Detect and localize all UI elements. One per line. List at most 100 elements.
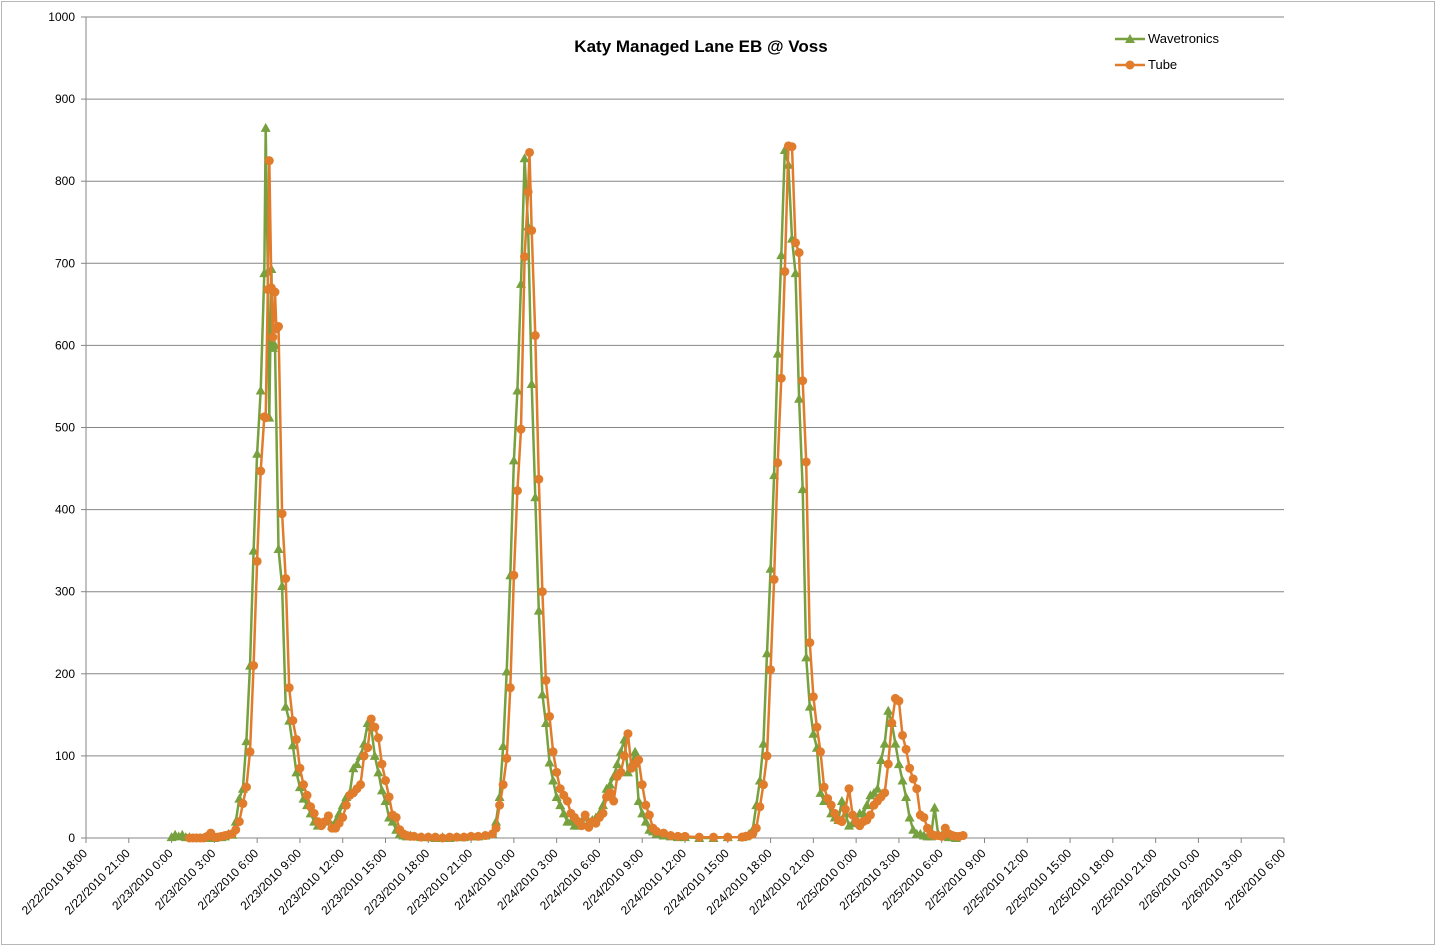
data-point bbox=[694, 832, 704, 842]
data-point bbox=[901, 791, 912, 801]
data-point bbox=[619, 751, 629, 761]
data-point bbox=[540, 718, 551, 728]
y-tick-label: 1000 bbox=[48, 10, 75, 24]
y-tick-label: 500 bbox=[55, 421, 75, 435]
y-axis-ticks: 0 100 200 300 400 500 600 700 800 900 1000 bbox=[48, 10, 75, 845]
data-point bbox=[637, 780, 647, 790]
data-point bbox=[351, 759, 362, 769]
data-point bbox=[338, 812, 348, 822]
data-point bbox=[241, 782, 251, 792]
data-point bbox=[494, 791, 505, 801]
data-point bbox=[823, 794, 833, 804]
data-point bbox=[623, 729, 633, 739]
data-point bbox=[904, 812, 915, 822]
data-point bbox=[766, 665, 776, 675]
data-point bbox=[416, 832, 426, 842]
data-point bbox=[255, 385, 266, 395]
data-point bbox=[238, 799, 248, 809]
data-point bbox=[808, 692, 818, 702]
data-point bbox=[798, 376, 808, 386]
data-point bbox=[580, 810, 590, 820]
axes bbox=[81, 16, 1285, 843]
data-point bbox=[373, 767, 384, 777]
data-point bbox=[634, 755, 644, 765]
series-line bbox=[170, 126, 957, 840]
data-point bbox=[261, 413, 271, 423]
data-point bbox=[373, 733, 383, 743]
data-point bbox=[459, 832, 469, 842]
data-point bbox=[758, 780, 768, 790]
data-point bbox=[808, 728, 819, 738]
data-point bbox=[612, 759, 623, 769]
data-point bbox=[830, 808, 840, 818]
data-point bbox=[958, 831, 968, 841]
data-point bbox=[260, 122, 271, 132]
data-point bbox=[387, 816, 398, 826]
data-point bbox=[651, 826, 661, 836]
data-point bbox=[498, 780, 508, 790]
data-point bbox=[773, 458, 783, 468]
y-tick-label: 300 bbox=[55, 585, 75, 599]
data-point bbox=[637, 808, 648, 818]
data-point bbox=[264, 156, 274, 166]
data-point bbox=[508, 455, 519, 465]
data-point bbox=[280, 701, 291, 711]
data-point bbox=[544, 757, 555, 767]
data-point bbox=[912, 784, 922, 794]
data-point bbox=[765, 563, 776, 573]
data-point bbox=[762, 648, 773, 658]
data-point bbox=[880, 788, 890, 798]
data-point bbox=[473, 831, 483, 841]
data-point bbox=[622, 767, 633, 777]
data-point bbox=[815, 787, 826, 797]
data-point bbox=[369, 750, 380, 760]
data-point bbox=[509, 570, 519, 580]
data-point bbox=[894, 696, 904, 706]
data-point bbox=[769, 574, 779, 584]
data-point bbox=[801, 652, 812, 662]
data-point bbox=[937, 831, 947, 841]
data-point bbox=[430, 832, 440, 842]
data-point bbox=[616, 767, 626, 777]
data-point bbox=[865, 810, 875, 820]
data-point bbox=[525, 147, 535, 157]
data-point bbox=[480, 831, 490, 841]
data-point bbox=[270, 287, 280, 297]
data-point bbox=[815, 747, 825, 757]
legend-marker bbox=[1125, 34, 1135, 43]
data-point bbox=[537, 689, 548, 699]
data-point bbox=[762, 751, 772, 761]
data-point bbox=[552, 767, 562, 777]
data-point bbox=[377, 759, 387, 769]
data-point bbox=[495, 800, 505, 810]
data-point bbox=[837, 817, 847, 827]
data-point bbox=[298, 793, 309, 803]
data-point bbox=[323, 811, 333, 821]
data-point bbox=[844, 784, 854, 794]
data-point bbox=[256, 466, 266, 476]
data-point bbox=[919, 812, 929, 822]
data-point bbox=[291, 767, 302, 777]
legend-label: Tube bbox=[1148, 57, 1177, 72]
data-point bbox=[445, 832, 455, 842]
data-point bbox=[359, 751, 369, 761]
y-tick-label: 800 bbox=[55, 174, 75, 188]
y-tick-label: 600 bbox=[55, 338, 75, 352]
data-point bbox=[249, 661, 259, 671]
series bbox=[166, 122, 968, 843]
data-point bbox=[893, 759, 904, 769]
data-point bbox=[512, 486, 522, 496]
data-point bbox=[776, 373, 786, 383]
data-point bbox=[673, 831, 683, 841]
data-point bbox=[794, 393, 805, 403]
data-point bbox=[370, 722, 380, 732]
data-point bbox=[384, 792, 394, 802]
data-point bbox=[858, 808, 869, 818]
y-tick-label: 200 bbox=[55, 667, 75, 681]
data-point bbox=[577, 821, 587, 831]
data-point bbox=[523, 187, 533, 197]
data-point bbox=[366, 714, 376, 724]
data-point bbox=[277, 580, 288, 590]
data-point bbox=[659, 828, 669, 838]
data-point bbox=[787, 142, 797, 152]
